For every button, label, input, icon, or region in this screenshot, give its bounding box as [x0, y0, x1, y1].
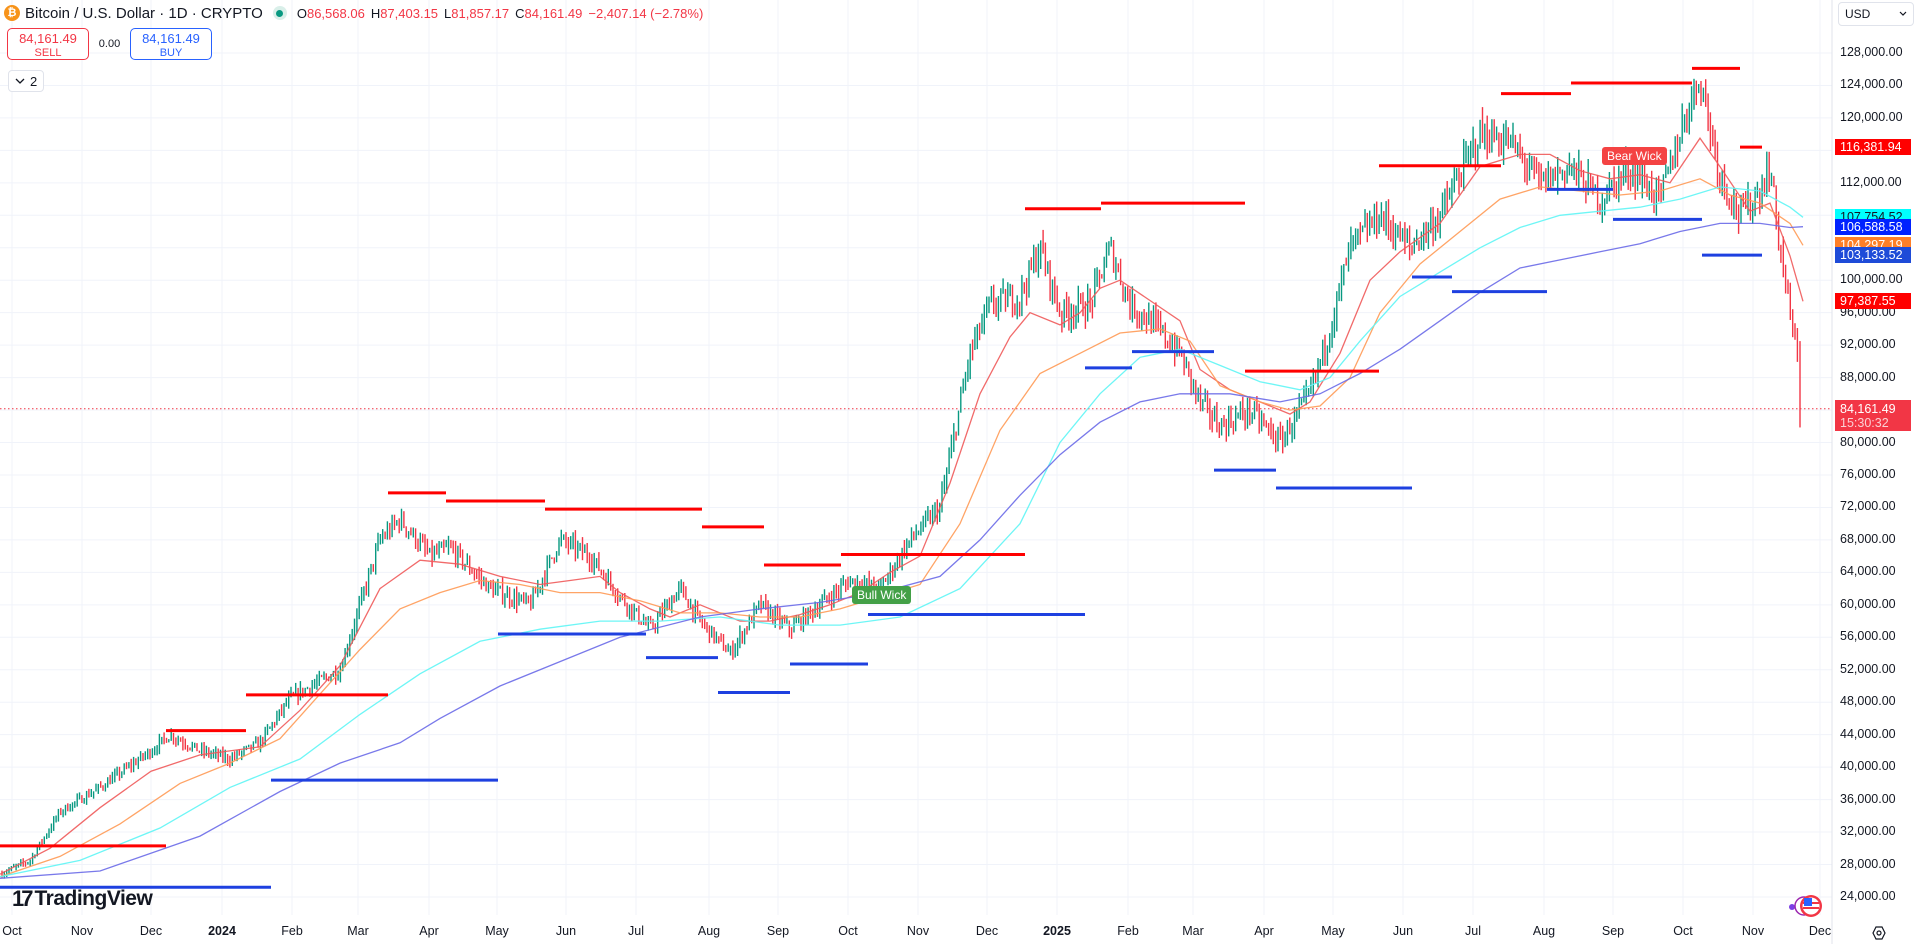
price-change: −2,407.14 (−2.78%) — [588, 5, 704, 21]
last-price-value: 84,161.49 — [1840, 401, 1896, 416]
bull-wick-label[interactable]: Bull Wick — [852, 586, 912, 605]
price-tick: 60,000.00 — [1840, 596, 1896, 611]
ohlc-open: O86,568.06 — [297, 6, 365, 21]
chart-grid — [0, 0, 1833, 944]
price-tick: 64,000.00 — [1840, 564, 1896, 579]
time-tick: Dec — [139, 924, 163, 938]
spread-value: 0.00 — [98, 38, 121, 50]
sell-price: 84,161.49 — [19, 31, 77, 46]
time-tick: Oct — [2, 924, 22, 938]
time-tick: Feb — [281, 924, 303, 938]
bitcoin-icon: ₿ — [4, 5, 20, 21]
time-tick: May — [485, 924, 509, 938]
symbol-header: ₿ Bitcoin / U.S. Dollar · 1D · CRYPTO O8… — [4, 3, 703, 23]
high-value: 87,403.15 — [380, 5, 439, 21]
time-tick: Dec — [1808, 924, 1832, 938]
moving-averages — [0, 137, 1804, 879]
time-tick: Mar — [1182, 924, 1204, 938]
time-tick: 2024 — [208, 924, 236, 938]
ohlc-low: L81,857.17 — [444, 6, 509, 21]
close-value: 84,161.49 — [524, 5, 583, 21]
ohlc-bars — [1, 78, 1801, 879]
resistance-level-tag: 116,381.94 — [1835, 139, 1911, 156]
currency-value: USD — [1845, 7, 1871, 21]
time-tick: Apr — [419, 924, 439, 938]
time-tick: 2025 — [1043, 924, 1071, 938]
buy-price: 84,161.49 — [142, 31, 200, 46]
time-tick: Oct — [838, 924, 858, 938]
price-tick: 112,000.00 — [1840, 174, 1902, 189]
price-tick: 40,000.00 — [1840, 759, 1896, 774]
price-tick: 32,000.00 — [1840, 824, 1896, 839]
price-tick: 124,000.00 — [1840, 77, 1903, 92]
chevron-down-icon — [1899, 11, 1907, 16]
time-tick: Oct — [1673, 924, 1693, 938]
indicators-toggle-button[interactable]: 2 — [8, 70, 45, 92]
tradingview-logo[interactable]: 17 TradingView — [12, 886, 153, 912]
buy-button[interactable]: 84,161.49 BUY — [130, 28, 212, 60]
price-tick: 52,000.00 — [1840, 661, 1896, 676]
economic-events-flag-icon[interactable] — [1786, 893, 1826, 919]
market-status-icon[interactable] — [272, 6, 287, 20]
ohlc-close: C84,161.49 — [515, 6, 582, 21]
price-tick: 100,000.00 — [1840, 272, 1903, 287]
time-tick: Sep — [1601, 924, 1625, 938]
open-value: 86,568.06 — [306, 5, 365, 21]
close-label: C — [515, 5, 525, 21]
price-tick: 28,000.00 — [1840, 856, 1896, 871]
time-tick: Sep — [766, 924, 790, 938]
bar-countdown: 15:30:32 — [1840, 415, 1889, 430]
currency-select[interactable]: USD — [1838, 2, 1914, 26]
price-tick: 88,000.00 — [1840, 369, 1896, 384]
chevron-down-icon — [15, 78, 25, 84]
ma-red-tag: 97,387.55 — [1835, 293, 1911, 310]
settings-icon[interactable] — [1871, 925, 1887, 941]
price-tick: 56,000.00 — [1840, 629, 1896, 644]
time-tick: Jun — [555, 924, 577, 938]
trade-panel: 84,161.49 SELL 0.00 84,161.49 BUY — [7, 28, 212, 60]
time-tick: Mar — [347, 924, 369, 938]
price-tick: 44,000.00 — [1840, 726, 1896, 741]
ma-blue-tag: 106,588.58 — [1835, 218, 1911, 235]
high-label: H — [370, 5, 381, 21]
time-tick: Jun — [1392, 924, 1414, 938]
time-tick: Jul — [1465, 924, 1481, 938]
time-tick: Nov — [906, 924, 930, 938]
bear-wick-label[interactable]: Bear Wick — [1602, 147, 1667, 166]
price-tick: 128,000.00 — [1840, 45, 1903, 59]
sell-button[interactable]: 84,161.49 SELL — [7, 28, 89, 60]
sell-label: SELL — [34, 47, 62, 59]
low-label: L — [444, 5, 452, 21]
low-value: 81,857.17 — [451, 5, 510, 21]
price-tick: 120,000.00 — [1840, 109, 1903, 124]
support-level-tag: 103,133.52 — [1835, 246, 1911, 263]
indicator-count: 2 — [30, 73, 38, 89]
tradingview-wordmark: TradingView — [34, 887, 153, 910]
last-price-tag: 84,161.49 15:30:32 — [1835, 399, 1911, 431]
time-tick: Apr — [1254, 924, 1274, 938]
price-tick: 92,000.00 — [1840, 337, 1896, 352]
time-tick: Dec — [975, 924, 999, 938]
time-tick: May — [1321, 924, 1345, 938]
time-tick: Nov — [70, 924, 94, 938]
price-tick: 24,000.00 — [1840, 888, 1896, 903]
time-tick: Feb — [1117, 924, 1139, 938]
buy-label: BUY — [159, 47, 183, 59]
price-tick: 80,000.00 — [1840, 434, 1896, 449]
price-tick: 48,000.00 — [1840, 694, 1896, 709]
symbol-title[interactable]: Bitcoin / U.S. Dollar · 1D · CRYPTO — [25, 4, 263, 22]
price-tick: 68,000.00 — [1840, 531, 1896, 546]
time-tick: Aug — [697, 924, 721, 938]
time-tick: Aug — [1532, 924, 1556, 938]
price-tick: 76,000.00 — [1840, 466, 1896, 481]
open-label: O — [296, 5, 307, 21]
ohlc-high: H87,403.15 — [371, 6, 438, 21]
support-resistance-levels — [0, 66, 1762, 889]
price-tick: 72,000.00 — [1840, 499, 1896, 514]
time-tick: Nov — [1741, 924, 1765, 938]
tradingview-mark-icon: 17 — [12, 886, 34, 911]
time-tick: Jul — [628, 924, 644, 938]
price-tick: 36,000.00 — [1840, 791, 1896, 806]
